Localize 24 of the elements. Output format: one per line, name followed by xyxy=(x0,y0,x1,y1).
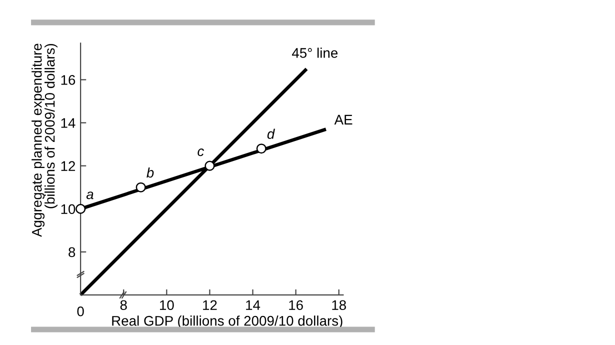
annotation: d xyxy=(267,128,276,139)
annotation: b xyxy=(146,167,154,178)
y-tick-label: 16 xyxy=(61,75,76,85)
annotation: c xyxy=(198,148,204,156)
x-tick-label: 8 xyxy=(120,300,127,310)
x-tick-label: 16 xyxy=(289,300,303,310)
annotation: a xyxy=(86,192,94,200)
point xyxy=(136,182,146,192)
text: 0 xyxy=(77,306,84,316)
x-axis-title: Real GDP (billions of 2009/10 dollars) xyxy=(112,316,342,328)
x-tick-label: 18 xyxy=(332,300,346,310)
y-tick-label: 12 xyxy=(61,161,76,171)
x-tick-label: 10 xyxy=(160,300,174,310)
point xyxy=(76,204,86,214)
series-label: 45° line xyxy=(292,48,338,58)
point xyxy=(256,144,266,154)
series-label: AE xyxy=(334,114,352,124)
x-tick-label: 14 xyxy=(246,300,260,310)
y-tick-label: 10 xyxy=(61,204,76,214)
y-axis-title: Aggregate planned expenditure (billions of 2009/10 dollars) xyxy=(32,44,58,237)
y-tick-label: 14 xyxy=(61,118,76,128)
point xyxy=(204,160,215,171)
y-tick-label: 8 xyxy=(68,247,76,258)
x-tick-label: 12 xyxy=(203,300,217,310)
